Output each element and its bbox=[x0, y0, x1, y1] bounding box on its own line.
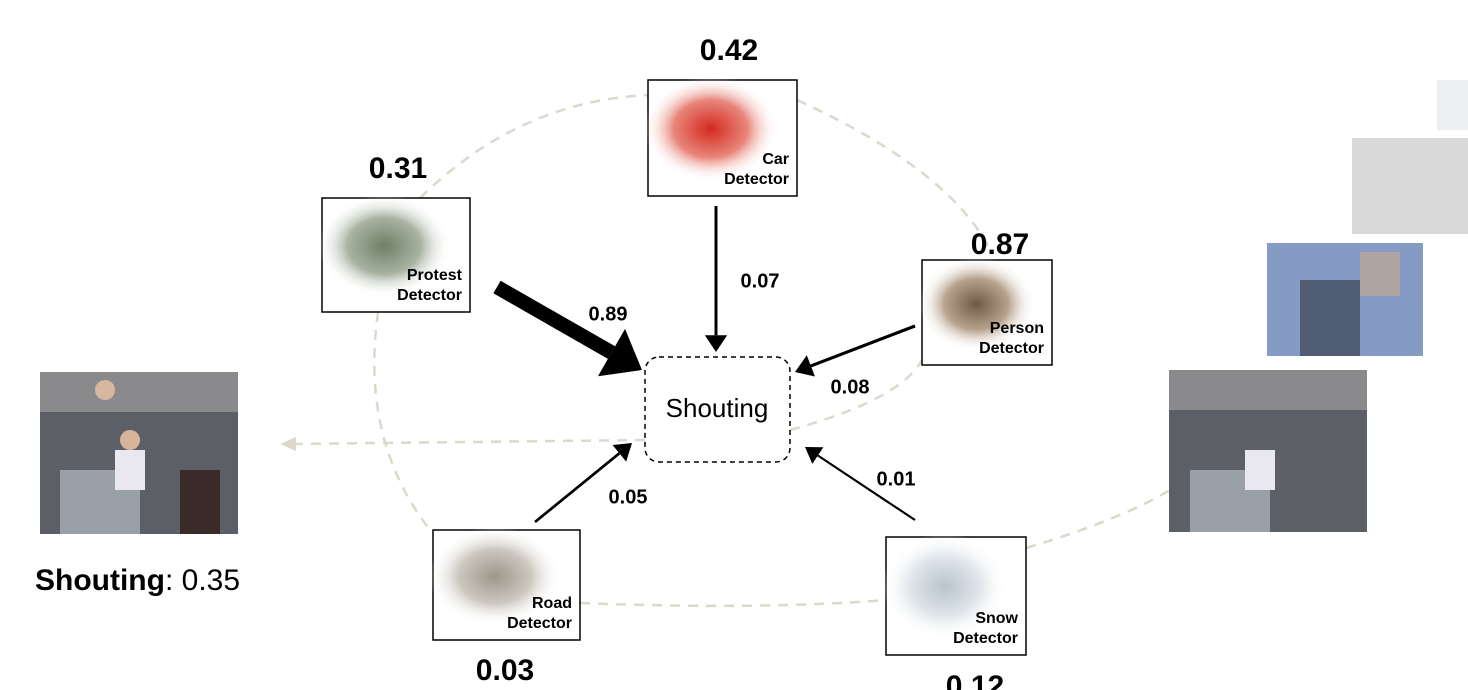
keyframe bbox=[1437, 80, 1468, 130]
image-part bbox=[95, 380, 115, 400]
result: Shouting: 0.35 bbox=[35, 564, 240, 597]
arc bbox=[374, 312, 430, 530]
edge bbox=[535, 453, 619, 522]
detector-label: Detector bbox=[724, 171, 789, 188]
image-part bbox=[180, 470, 220, 534]
arc bbox=[797, 100, 990, 250]
arc bbox=[1026, 490, 1170, 548]
image-part bbox=[40, 372, 238, 412]
page: {"center": {"label": "Shouting"}, "detec… bbox=[0, 0, 1468, 690]
keyframe-part bbox=[1245, 450, 1275, 490]
detector-score: 0.87 bbox=[971, 228, 1029, 261]
detector-score: 0.03 bbox=[476, 654, 534, 687]
arc bbox=[580, 600, 886, 606]
arrow-head bbox=[805, 447, 823, 464]
detector-label: Road bbox=[532, 595, 572, 612]
detector-label: Person bbox=[990, 320, 1044, 337]
detector-label: Protest bbox=[407, 267, 463, 284]
detector-label: Detector bbox=[979, 340, 1044, 357]
keyframe-part bbox=[1300, 280, 1360, 356]
input-frame bbox=[40, 372, 238, 534]
image-part bbox=[120, 430, 140, 450]
diagram: Shouting Shouting: 0.35 CarDetector0.420… bbox=[0, 0, 1468, 690]
keyframe bbox=[1352, 138, 1468, 234]
detector-score: 0.12 bbox=[946, 670, 1004, 690]
arrow-head bbox=[705, 335, 727, 352]
edge bbox=[811, 326, 915, 366]
arrow-head bbox=[280, 437, 296, 451]
result-label: Shouting bbox=[35, 564, 165, 597]
detector-score: 0.31 bbox=[369, 152, 427, 185]
edge-weight: 0.07 bbox=[741, 270, 780, 292]
image-part bbox=[115, 450, 145, 490]
result-score: : 0.35 bbox=[165, 564, 240, 597]
detector-image bbox=[644, 77, 778, 181]
arc bbox=[290, 440, 645, 444]
keyframe-part bbox=[1169, 370, 1367, 410]
edge-weight: 0.01 bbox=[877, 468, 916, 490]
detector-label: Detector bbox=[397, 287, 462, 304]
detector-score: 0.42 bbox=[700, 34, 758, 67]
edge-weight: 0.05 bbox=[609, 486, 648, 508]
detector-label: Detector bbox=[507, 615, 572, 632]
edge-weight: 0.08 bbox=[831, 376, 870, 398]
detector-label: Snow bbox=[975, 610, 1018, 627]
arc bbox=[420, 95, 650, 198]
center-label: Shouting bbox=[666, 393, 769, 423]
edge-weight: 0.89 bbox=[589, 303, 628, 325]
detector-label: Car bbox=[762, 151, 789, 168]
arrow-head bbox=[613, 443, 632, 462]
keyframes bbox=[1169, 80, 1468, 532]
detector-label: Detector bbox=[953, 630, 1018, 647]
keyframe-part bbox=[1360, 252, 1400, 296]
